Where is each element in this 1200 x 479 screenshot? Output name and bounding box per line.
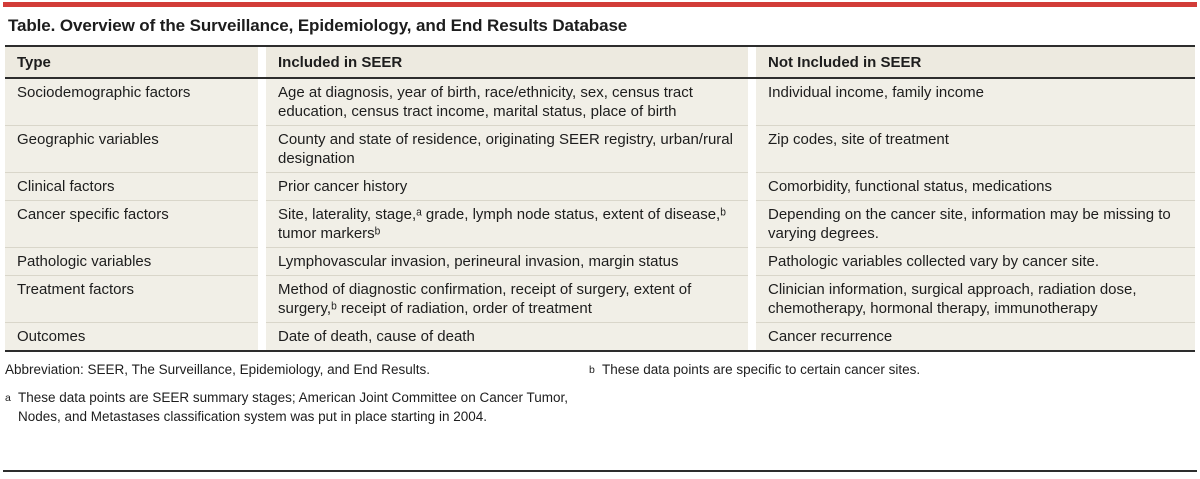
- footnotes-section: Abbreviation: SEER, The Surveillance, Ep…: [5, 360, 1195, 426]
- column-header-not-included: Not Included in SEER: [756, 47, 1195, 77]
- table-row: Clinical factors Prior cancer history Co…: [5, 173, 1195, 201]
- footnote-a: a These data points are SEER summary sta…: [5, 388, 570, 426]
- column-header-type: Type: [5, 47, 258, 77]
- cell-not-included: Comorbidity, functional status, medicati…: [756, 173, 1195, 201]
- table-title: Table. Overview of the Surveillance, Epi…: [8, 16, 628, 35]
- seer-overview-table: Type Included in SEER Not Included in SE…: [5, 45, 1195, 352]
- column-header-included: Included in SEER: [266, 47, 748, 77]
- cell-included: Method of diagnostic confirmation, recei…: [266, 276, 748, 323]
- table-row: Sociodemographic factors Age at diagnosi…: [5, 79, 1195, 126]
- cell-type: Sociodemographic factors: [5, 79, 258, 126]
- table-row: Pathologic variables Lymphovascular inva…: [5, 248, 1195, 276]
- cell-included: Prior cancer history: [266, 173, 748, 201]
- cell-included: Lymphovascular invasion, perineural inva…: [266, 248, 748, 276]
- cell-not-included: Cancer recurrence: [756, 323, 1195, 350]
- cell-not-included: Clinician information, surgical approach…: [756, 276, 1195, 323]
- cell-included: Date of death, cause of death: [266, 323, 748, 350]
- cell-type: Treatment factors: [5, 276, 258, 323]
- cell-not-included: Depending on the cancer site, informatio…: [756, 201, 1195, 248]
- cell-type: Pathologic variables: [5, 248, 258, 276]
- cell-included: County and state of residence, originati…: [266, 126, 748, 173]
- table-header-row: Type Included in SEER Not Included in SE…: [5, 47, 1195, 79]
- abbreviation-footnote: Abbreviation: SEER, The Surveillance, Ep…: [5, 362, 430, 377]
- cell-not-included: Pathologic variables collected vary by c…: [756, 248, 1195, 276]
- accent-bar: [3, 2, 1197, 7]
- footnote-a-marker: a: [5, 392, 11, 404]
- cell-type: Outcomes: [5, 323, 258, 350]
- footnotes-left-column: Abbreviation: SEER, The Surveillance, Ep…: [5, 360, 570, 426]
- footnote-b-text: These data points are specific to certai…: [602, 362, 921, 377]
- footnote-a-text: These data points are SEER summary stage…: [18, 390, 568, 424]
- cell-not-included: Individual income, family income: [756, 79, 1195, 126]
- table-row: Outcomes Date of death, cause of death C…: [5, 323, 1195, 350]
- cell-type: Clinical factors: [5, 173, 258, 201]
- cell-type: Geographic variables: [5, 126, 258, 173]
- cell-type: Cancer specific factors: [5, 201, 258, 248]
- table-row: Cancer specific factors Site, laterality…: [5, 201, 1195, 248]
- bottom-rule: [3, 470, 1197, 472]
- cell-not-included: Zip codes, site of treatment: [756, 126, 1195, 173]
- table-row: Geographic variables County and state of…: [5, 126, 1195, 173]
- footnote-b-marker: b: [589, 364, 595, 376]
- footnote-b: b These data points are specific to cert…: [589, 360, 1199, 380]
- footnotes-right-column: b These data points are specific to cert…: [589, 360, 1199, 380]
- cell-included: Site, laterality, stage,ᵃ grade, lymph n…: [266, 201, 748, 248]
- table-row: Treatment factors Method of diagnostic c…: [5, 276, 1195, 323]
- cell-included: Age at diagnosis, year of birth, race/et…: [266, 79, 748, 126]
